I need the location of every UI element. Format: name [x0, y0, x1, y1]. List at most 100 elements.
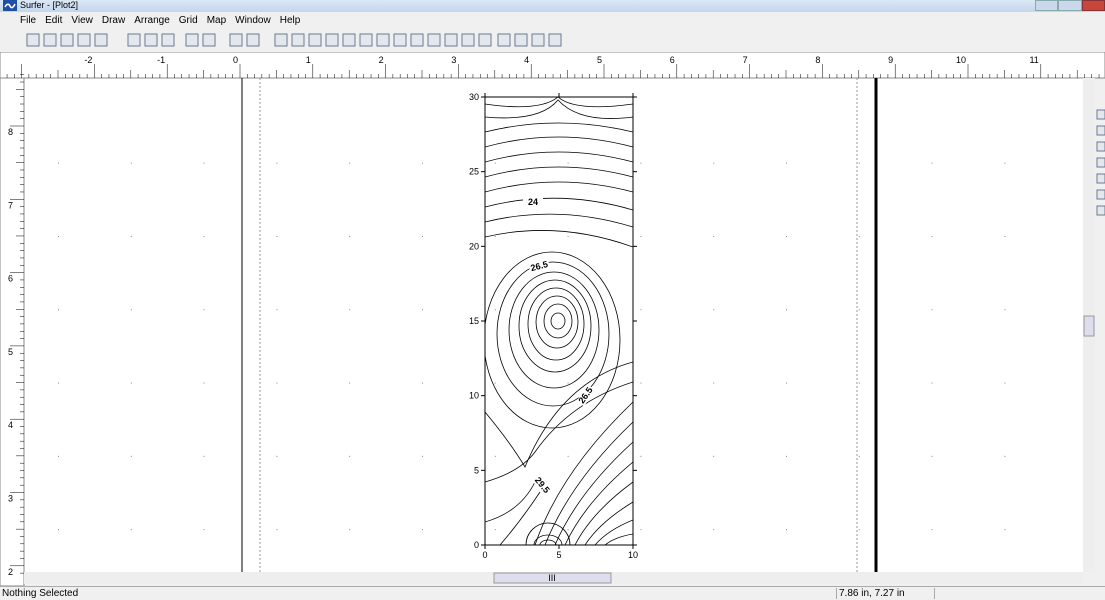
grid-dot: [203, 455, 205, 457]
grid-dot: [1004, 309, 1006, 311]
side-tool[interactable]: [1096, 109, 1105, 120]
toolbar-button[interactable]: [308, 33, 322, 47]
side-tool[interactable]: [1096, 205, 1105, 216]
toolbar-button[interactable]: [531, 33, 545, 47]
toolbar-button[interactable]: [77, 33, 91, 47]
grid-dot: [858, 235, 860, 237]
toolbar-button[interactable]: [444, 33, 458, 47]
grid-dot: [931, 309, 933, 311]
grid-dot: [494, 455, 496, 457]
toolbar-button[interactable]: [427, 33, 441, 47]
grid-dot: [786, 529, 787, 531]
ruler-label: 7: [8, 200, 13, 210]
grid-dot: [931, 235, 933, 237]
x-tick-label: 10: [628, 550, 638, 560]
minimize-button[interactable]: [1035, 0, 1059, 11]
side-tool[interactable]: [1096, 141, 1105, 152]
toolbar-button[interactable]: [342, 33, 356, 47]
grid-dot: [786, 382, 787, 384]
grid-dot: [422, 529, 423, 531]
ruler-label: 10: [956, 55, 966, 65]
menu-item[interactable]: File: [20, 14, 37, 26]
menu-item[interactable]: Map: [206, 14, 227, 26]
side-tool[interactable]: [1096, 173, 1105, 184]
toolbar-button[interactable]: [60, 33, 74, 47]
grid-dot: [203, 162, 205, 164]
toolbar-button[interactable]: [376, 33, 390, 47]
ruler-label: 9: [888, 55, 893, 65]
menu-bar: File Edit View Draw Arrange Grid Map Window Help: [0, 12, 1105, 28]
window-controls: [1035, 0, 1105, 11]
grid-dot: [1004, 162, 1006, 164]
grid-dot: [276, 455, 278, 457]
side-tool[interactable]: [1096, 189, 1105, 200]
toolbar-button[interactable]: [497, 33, 511, 47]
grid-dot: [276, 162, 278, 164]
toolbar-button[interactable]: [246, 33, 260, 47]
grid-dot: [422, 455, 423, 457]
grid-dot: [130, 382, 132, 384]
ruler-label: 6: [670, 55, 675, 65]
grid-dot: [494, 529, 496, 531]
side-tool[interactable]: [1096, 157, 1105, 168]
vertical-ruler: [0, 77, 25, 586]
status-coordinates: 7.86 in, 7.27 in: [836, 588, 935, 599]
toolbar-button[interactable]: [410, 33, 424, 47]
toolbar-button[interactable]: [359, 33, 373, 47]
scroll-thumb[interactable]: [493, 572, 612, 584]
grid-dot: [786, 309, 787, 311]
grid-dot: [58, 455, 59, 457]
menu-item[interactable]: Window: [235, 14, 271, 26]
toolbar-button[interactable]: [514, 33, 528, 47]
toolbar-button[interactable]: [461, 33, 475, 47]
toolbar-button[interactable]: [229, 33, 243, 47]
grid-dot: [203, 529, 205, 531]
grid-dot: [567, 235, 569, 237]
toolbar-button[interactable]: [274, 33, 288, 47]
toolbar-button[interactable]: [43, 33, 57, 47]
toolbar-button[interactable]: [202, 33, 216, 47]
toolbar-button[interactable]: [144, 33, 158, 47]
toolbar-button[interactable]: [94, 33, 108, 47]
toolbar-button[interactable]: [161, 33, 175, 47]
grid-dot: [349, 455, 351, 457]
y-tick-label: 20: [469, 241, 479, 251]
side-tool[interactable]: [1096, 125, 1105, 136]
toolbar-button[interactable]: [325, 33, 339, 47]
menu-item[interactable]: Draw: [101, 14, 126, 26]
toolbar-button[interactable]: [393, 33, 407, 47]
menu-item[interactable]: Edit: [45, 14, 63, 26]
grid-dot: [931, 529, 933, 531]
grid-dot: [130, 455, 132, 457]
toolbar-button[interactable]: [127, 33, 141, 47]
toolbar-button[interactable]: [291, 33, 305, 47]
grid-dot: [130, 309, 132, 311]
menu-item[interactable]: Grid: [178, 14, 198, 26]
contour-lines: [485, 97, 633, 545]
grid-dot: [349, 529, 351, 531]
close-button[interactable]: [1081, 0, 1105, 11]
toolbar-button[interactable]: [548, 33, 562, 47]
ruler-label: 6: [8, 274, 13, 284]
contour-label-bg: [523, 198, 543, 207]
status-text: Nothing Selected: [2, 588, 79, 599]
scroll-thumb[interactable]: [1083, 315, 1095, 337]
menu-item[interactable]: Arrange: [134, 14, 170, 26]
grid-dot: [640, 382, 642, 384]
toolbar-button[interactable]: [478, 33, 492, 47]
toolbar-button[interactable]: [26, 33, 40, 47]
grid-dot: [567, 309, 569, 311]
toolbar-button[interactable]: [185, 33, 199, 47]
maximize-button[interactable]: [1058, 0, 1082, 11]
grid-dot: [1004, 382, 1006, 384]
menu-item[interactable]: Help: [279, 14, 301, 26]
ruler-label: 4: [524, 55, 529, 65]
grid-dot: [931, 455, 933, 457]
menu-item[interactable]: View: [71, 14, 93, 26]
grid-dot: [203, 309, 205, 311]
contour-label: 24: [528, 197, 538, 207]
ruler-label: 5: [597, 55, 602, 65]
ruler-label: 2: [8, 567, 13, 577]
grid-dot: [640, 309, 642, 311]
